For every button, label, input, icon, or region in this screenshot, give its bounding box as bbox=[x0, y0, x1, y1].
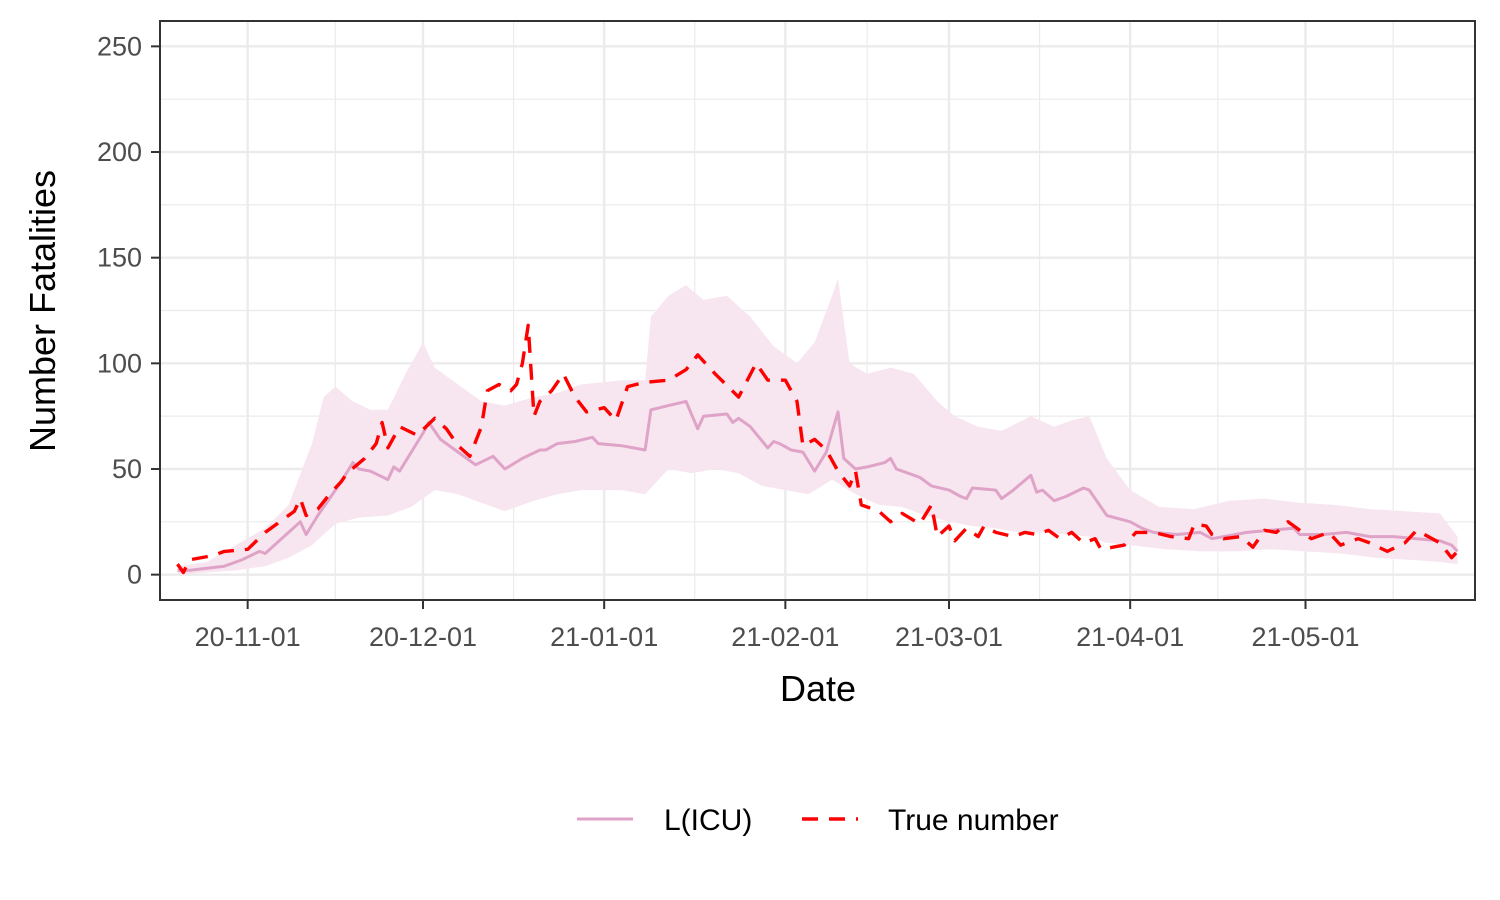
y-tick-label: 250 bbox=[97, 31, 142, 61]
y-tick-label: 0 bbox=[127, 560, 142, 590]
legend-label: L(ICU) bbox=[664, 804, 752, 837]
legend-label: True number bbox=[888, 804, 1059, 837]
x-tick-label: 21-05-01 bbox=[1251, 622, 1359, 652]
legend: L(ICU) True number bbox=[577, 804, 1059, 837]
y-tick-label: 150 bbox=[97, 243, 142, 273]
y-axis: 0 50 100 150 200 250 bbox=[97, 31, 160, 590]
legend-item-licu: L(ICU) bbox=[577, 804, 752, 837]
y-tick-label: 100 bbox=[97, 348, 142, 378]
plot-panel-border bbox=[159, 20, 1476, 601]
series-lines bbox=[176, 323, 1459, 575]
x-tick-label: 21-03-01 bbox=[895, 622, 1003, 652]
x-tick-label: 21-04-01 bbox=[1076, 622, 1184, 652]
x-tick-label: 20-12-01 bbox=[369, 622, 477, 652]
y-tick-label: 50 bbox=[112, 454, 142, 484]
true-number-line bbox=[176, 323, 1459, 575]
licu-line bbox=[177, 399, 1459, 572]
licu-uncertainty-band bbox=[177, 278, 1458, 575]
x-tick-label: 21-01-01 bbox=[550, 622, 658, 652]
legend-item-true-number: True number bbox=[802, 804, 1059, 837]
y-tick-label: 200 bbox=[97, 137, 142, 167]
x-tick-label: 21-02-01 bbox=[731, 622, 839, 652]
x-tick-label: 20-11-01 bbox=[195, 622, 301, 652]
interval-band bbox=[177, 278, 1458, 575]
y-axis-title: Number Fatalities bbox=[22, 170, 63, 452]
x-axis: 20-11-01 20-12-01 21-01-01 21-02-01 21-03-01… bbox=[195, 600, 1360, 652]
x-axis-title: Date bbox=[780, 668, 856, 709]
